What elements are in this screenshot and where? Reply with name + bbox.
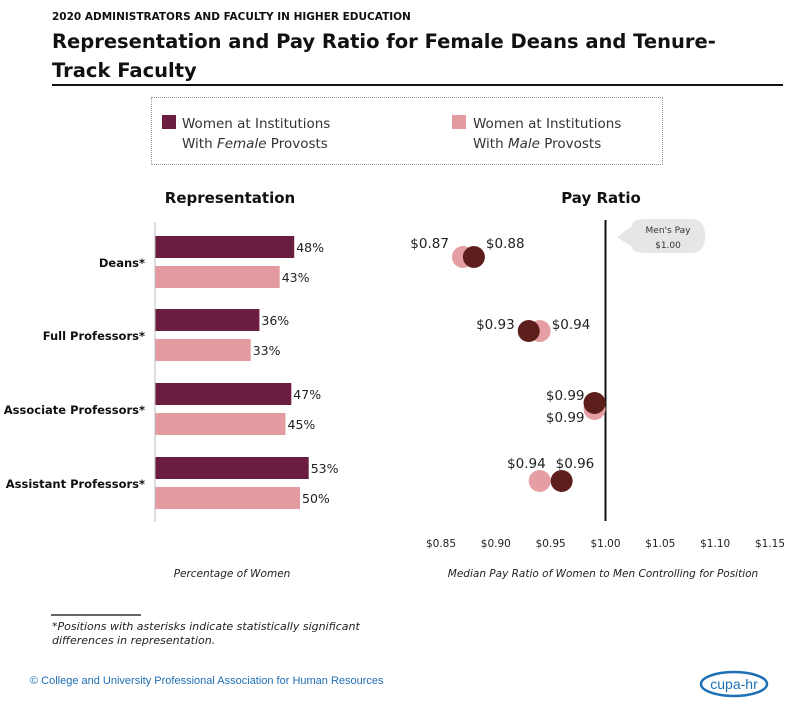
legend-label-female: Women at Institutions With Female Provos…	[182, 116, 331, 152]
x-tick-label: $1.00	[590, 538, 620, 550]
callout-text: Men's Pay	[646, 226, 692, 236]
pay-x-axis-label: Median Pay Ratio of Women to Men Control…	[448, 568, 758, 580]
category-label: Deans*	[99, 256, 145, 270]
bar-value-label: 48%	[296, 240, 324, 255]
x-tick-label: $1.10	[700, 538, 730, 550]
pay-value-label: $0.87	[410, 236, 449, 252]
bar-x-axis-label: Percentage of Women	[174, 568, 291, 580]
pay-value-label: $0.99	[546, 388, 585, 404]
pay-dot	[528, 470, 551, 492]
x-tick-label: $0.90	[481, 538, 511, 550]
legend-label-male: Women at Institutions With Male Provosts	[473, 116, 622, 152]
bar-chart-title: Representation	[165, 189, 295, 207]
svg-text:cupa-hr: cupa-hr	[710, 676, 758, 692]
copyright: © College and University Professional As…	[30, 675, 384, 687]
kicker: 2020 ADMINISTRATORS AND FACULTY IN HIGHE…	[52, 11, 411, 23]
legend: Women at Institutions With Female Provos…	[151, 97, 663, 165]
category-label: Full Professors*	[43, 329, 145, 343]
bar	[155, 383, 292, 405]
callout-text: $1.00	[655, 241, 681, 251]
x-tick-label: $1.15	[755, 538, 785, 550]
bar	[155, 413, 286, 435]
bar	[155, 309, 260, 331]
bar-value-label: 47%	[293, 387, 321, 402]
pay-value-label: $0.88	[486, 236, 525, 252]
bar	[155, 266, 280, 288]
footnote: *Positions with asterisks indicate stati…	[52, 620, 360, 647]
x-tick-label: $0.85	[426, 538, 456, 550]
title-divider	[52, 84, 783, 86]
cupa-hr-logo: cupa-hr	[699, 670, 769, 698]
footnote-divider	[51, 614, 141, 616]
bar-value-label: 43%	[282, 270, 310, 285]
category-label: Associate Professors*	[4, 403, 145, 417]
bar-value-label: 45%	[288, 417, 316, 432]
bar-value-label: 33%	[253, 343, 281, 358]
bar-value-label: 36%	[261, 313, 289, 328]
x-tick-label: $1.05	[645, 538, 675, 550]
charts: Representation Deans* 48% 43% Full Professor…	[4, 189, 785, 580]
bar	[155, 487, 300, 509]
pay-value-label: $0.94	[552, 317, 591, 333]
pay-value-label: $0.94	[507, 456, 546, 472]
pay-chart-title: Pay Ratio	[561, 189, 641, 207]
pay-dot	[462, 246, 485, 268]
mens-pay-callout	[617, 219, 705, 253]
bar	[155, 236, 295, 258]
legend-swatch-female	[162, 115, 176, 129]
bar	[155, 339, 251, 361]
pay-dot	[517, 320, 540, 342]
x-tick-label: $0.95	[536, 538, 566, 550]
pay-value-label: $0.99	[546, 410, 585, 426]
category-label: Assistant Professors*	[6, 477, 145, 491]
bar-value-label: 50%	[302, 491, 330, 506]
page-title: Representation and Pay Ratio for Female …	[52, 30, 716, 82]
pay-value-label: $0.93	[476, 317, 515, 333]
bar	[155, 457, 309, 479]
pay-value-label: $0.96	[556, 456, 595, 472]
bar-value-label: 53%	[311, 461, 339, 476]
pay-dot	[550, 470, 573, 492]
legend-swatch-male	[452, 115, 466, 129]
pay-dot	[583, 392, 606, 414]
